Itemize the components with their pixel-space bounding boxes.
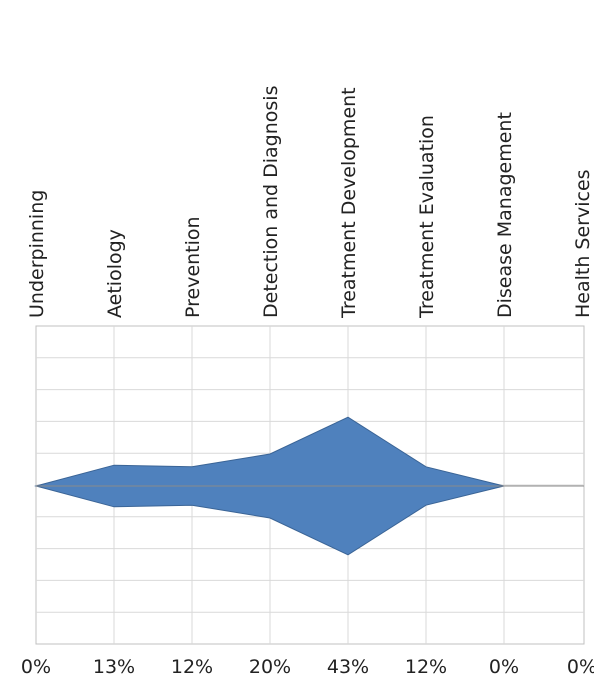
percentage-label-prevention: 12% <box>171 656 213 678</box>
percentage-label-health-services: 0% <box>567 656 594 678</box>
category-label-treatment-development: Treatment Development <box>338 87 360 319</box>
category-label-treatment-evaluation: Treatment Evaluation <box>416 115 438 319</box>
category-label-health-services: Health Services <box>572 169 594 318</box>
category-label-aetiology: Aetiology <box>104 229 126 318</box>
percentage-labels: 0% 13% 12% 20% 43% 12% 0% 0% <box>21 656 594 678</box>
category-labels: Underpinning Aetiology Prevention Detection… <box>26 86 594 319</box>
category-label-detection-and-diagnosis: Detection and Diagnosis <box>260 86 282 318</box>
percentage-label-detection-and-diagnosis: 20% <box>249 656 291 678</box>
percentage-label-underpinning: 0% <box>21 656 51 678</box>
percentage-label-treatment-development: 43% <box>327 656 369 678</box>
category-label-prevention: Prevention <box>182 216 204 318</box>
percentage-label-aetiology: 13% <box>93 656 135 678</box>
percentage-label-disease-management: 0% <box>489 656 519 678</box>
category-label-underpinning: Underpinning <box>26 190 48 318</box>
percentage-label-treatment-evaluation: 12% <box>405 656 447 678</box>
category-label-disease-management: Disease Management <box>494 112 516 318</box>
